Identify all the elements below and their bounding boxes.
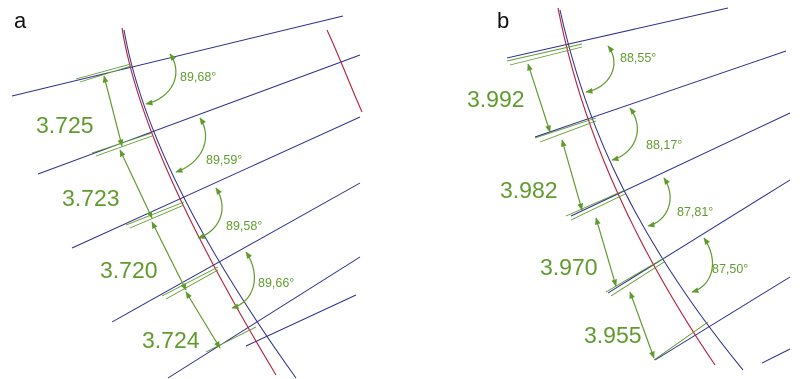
panel-b-angle-2: 88,17° [646, 138, 682, 152]
panel-a-tangent-marks [75, 63, 257, 353]
panel-b-distance-3: 3.970 [540, 254, 598, 280]
panel-a: a [11, 8, 363, 379]
panel-a-label: a [14, 8, 27, 33]
panel-a-distance-arrows [102, 75, 221, 349]
panel-b-angle-arcs [585, 45, 714, 293]
panel-b-parallel-lines [506, 7, 791, 364]
panel-b-tangent-marks [506, 43, 709, 361]
panel-b-angle-4: 87,50° [712, 262, 748, 276]
panel-a-angle-1: 89,68° [180, 70, 216, 84]
panel-a-angle-arcs [145, 53, 255, 310]
panel-b-red-curve [557, 7, 716, 366]
panel-b-angle-3: 87,81° [677, 205, 713, 219]
panel-b-distance-4: 3.955 [584, 322, 642, 348]
panel-b-label: b [497, 8, 509, 33]
panel-b: b [467, 7, 791, 371]
panel-a-distance-3: 3.720 [100, 257, 158, 283]
panel-a-parallel-lines [11, 15, 361, 379]
panel-a-distance-2: 3.723 [62, 185, 120, 211]
panel-a-red-curve-right [326, 29, 363, 113]
panel-a-distance-1: 3.725 [36, 112, 94, 138]
panel-b-distance-1: 3.992 [467, 86, 525, 112]
panel-b-angle-1: 88,55° [620, 51, 656, 65]
panel-a-angle-4: 89,66° [258, 276, 294, 290]
panel-b-distance-arrows [527, 63, 655, 359]
panel-a-distance-4: 3.724 [142, 327, 200, 353]
panel-a-crossing-line [123, 29, 297, 379]
panel-b-distance-2: 3.982 [500, 177, 558, 203]
panel-b-crossing-line [559, 9, 744, 371]
panel-a-angle-2: 89,59° [206, 153, 242, 167]
panel-a-angle-3: 89,58° [226, 219, 262, 233]
